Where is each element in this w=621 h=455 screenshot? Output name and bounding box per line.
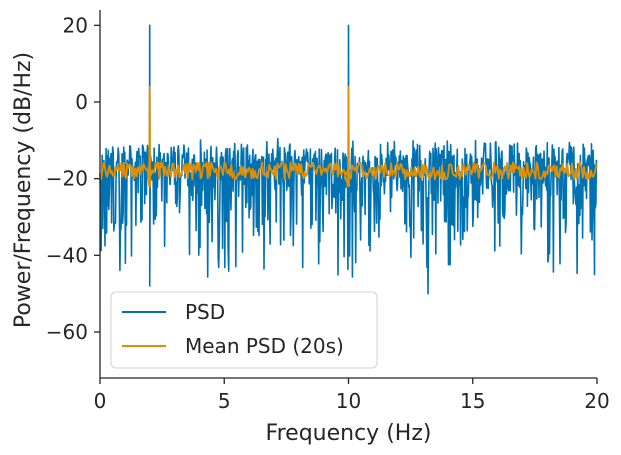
y-tick-label: −40 bbox=[46, 243, 88, 267]
x-tick-label: 15 bbox=[460, 389, 485, 413]
legend-mean-psd-label: Mean PSD (20s) bbox=[185, 334, 344, 358]
legend: PSD Mean PSD (20s) bbox=[110, 291, 378, 369]
axes: 0 5 10 15 20 20 0 −20 −40 −60 bbox=[46, 10, 610, 413]
y-tick-label: −60 bbox=[46, 320, 88, 344]
x-tick-label: 0 bbox=[94, 389, 107, 413]
x-axis-label: Frequency (Hz) bbox=[266, 421, 432, 446]
y-tick-label: 20 bbox=[63, 13, 88, 37]
x-tick-label: 5 bbox=[218, 389, 231, 413]
psd-series-group bbox=[99, 24, 598, 295]
psd-line bbox=[99, 24, 598, 295]
y-tick-label: 0 bbox=[75, 90, 88, 114]
mean-psd-line bbox=[99, 85, 598, 188]
x-tick-label: 20 bbox=[584, 389, 609, 413]
y-axis-label: Power/Frequency (dB/Hz) bbox=[11, 52, 36, 328]
x-tick-label: 10 bbox=[336, 389, 361, 413]
legend-box bbox=[110, 291, 378, 369]
mean-psd-series-group bbox=[99, 85, 598, 188]
y-tick-label: −20 bbox=[46, 167, 88, 191]
legend-psd-label: PSD bbox=[185, 300, 225, 324]
